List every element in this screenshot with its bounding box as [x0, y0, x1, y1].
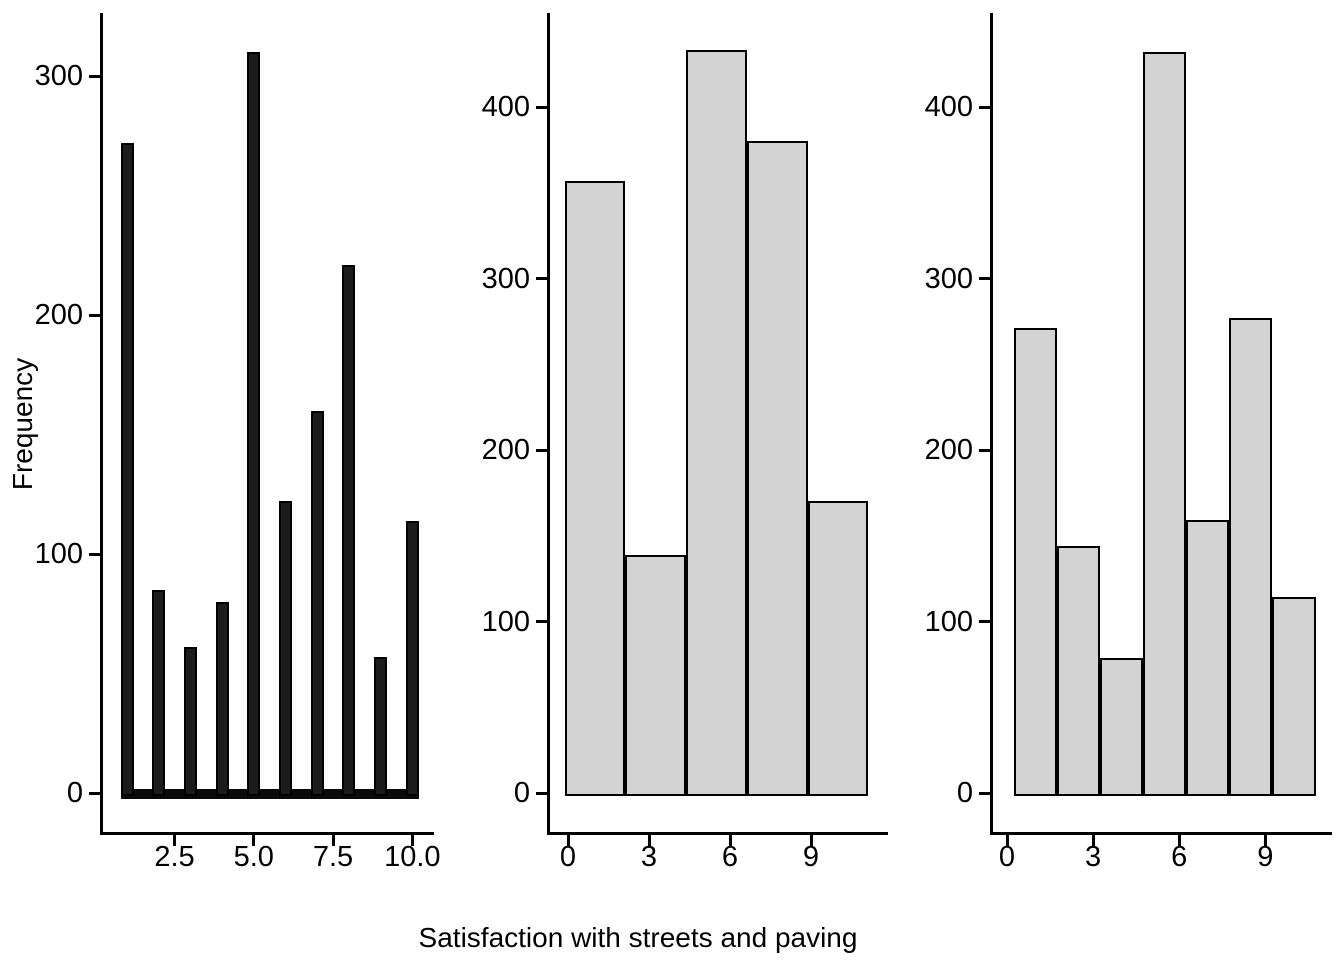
y-tick — [979, 277, 990, 280]
y-tick-label: 300 — [924, 262, 973, 295]
histogram-bar — [1057, 546, 1101, 796]
y-tick — [536, 791, 547, 795]
y-tick-label: 0 — [513, 777, 530, 809]
x-tick-label: 0 — [559, 841, 577, 873]
y-tick-label: 400 — [924, 91, 973, 123]
histogram-bar — [1272, 597, 1316, 796]
y-tick — [89, 313, 100, 317]
histogram-bar — [686, 50, 747, 796]
y-tick — [979, 448, 990, 452]
x-tick — [566, 835, 570, 846]
histogram-bar — [152, 589, 166, 796]
x-tick-label: 6 — [1171, 841, 1188, 873]
histogram-bar — [807, 501, 869, 796]
x-tick — [331, 835, 335, 846]
x-tick-label: 9 — [1257, 841, 1274, 873]
x-tick — [173, 835, 177, 846]
x-tick-label: 6 — [721, 841, 739, 873]
histogram-bar — [1186, 520, 1230, 796]
y-tick-label: 300 — [481, 262, 530, 295]
y-tick — [979, 105, 990, 109]
y-tick — [89, 791, 100, 795]
x-tick — [1091, 835, 1095, 846]
histogram-bar — [405, 520, 419, 796]
histogram-bar — [183, 647, 197, 796]
histogram-bar — [279, 501, 292, 796]
y-tick — [536, 448, 547, 452]
y-tick-label: 100 — [481, 605, 530, 638]
x-tick — [1177, 835, 1181, 846]
y-tick — [536, 620, 547, 623]
y-tick-label: 100 — [34, 538, 83, 570]
x-tick — [410, 835, 414, 846]
y-tick — [536, 277, 547, 280]
x-axis-line — [100, 832, 434, 835]
y-axis-line — [100, 13, 103, 835]
y-axis-title: Frequency — [7, 357, 38, 491]
x-tick-label: 3 — [640, 841, 658, 873]
x-tick — [252, 835, 256, 846]
x-tick-label: 7.5 — [312, 841, 354, 873]
y-tick — [536, 105, 547, 109]
y-axis-line — [990, 13, 993, 835]
histogram-bar — [1014, 328, 1058, 796]
x-tick — [728, 835, 732, 846]
histogram-bar — [215, 601, 229, 796]
y-axis-line — [547, 13, 550, 835]
histogram-bar — [746, 141, 808, 796]
histogram-bar — [1229, 317, 1273, 796]
y-tick-label: 200 — [924, 434, 973, 466]
x-tick — [809, 835, 813, 846]
histogram-bar — [247, 52, 261, 796]
y-tick-label: 400 — [481, 91, 530, 123]
x-axis-line — [990, 832, 1332, 835]
x-axis-line — [547, 832, 888, 835]
x-tick-label: 10.0 — [384, 841, 441, 873]
y-tick — [979, 620, 990, 623]
x-tick — [1005, 835, 1009, 846]
histogram-bar — [625, 554, 687, 796]
x-tick-label: 5.0 — [233, 841, 274, 873]
y-tick-label: 100 — [924, 605, 973, 638]
x-tick — [647, 835, 651, 846]
zero-count-bins-baseline — [120, 789, 419, 799]
histogram-bar — [120, 142, 134, 796]
y-tick — [89, 74, 100, 78]
x-tick-label: 2.5 — [154, 841, 195, 873]
histogram-bar — [1100, 657, 1144, 796]
histogram-bar — [1143, 52, 1187, 796]
y-tick-label: 200 — [34, 299, 83, 331]
x-tick-label: 3 — [1085, 841, 1102, 873]
y-tick — [89, 552, 100, 556]
y-tick-label: 0 — [66, 777, 83, 809]
x-tick-label: 9 — [802, 841, 820, 873]
x-axis-title: Satisfaction with streets and paving — [418, 922, 858, 953]
histogram-bar — [564, 180, 626, 796]
histogram-bar — [374, 656, 388, 796]
y-tick-label: 0 — [956, 777, 973, 809]
x-tick-label: 0 — [998, 841, 1016, 873]
y-tick — [979, 791, 990, 795]
histogram-bar — [310, 410, 324, 796]
histogram-bar — [342, 264, 356, 796]
x-tick — [1263, 835, 1267, 846]
y-tick-label: 300 — [34, 60, 83, 92]
y-tick-label: 200 — [481, 434, 530, 466]
